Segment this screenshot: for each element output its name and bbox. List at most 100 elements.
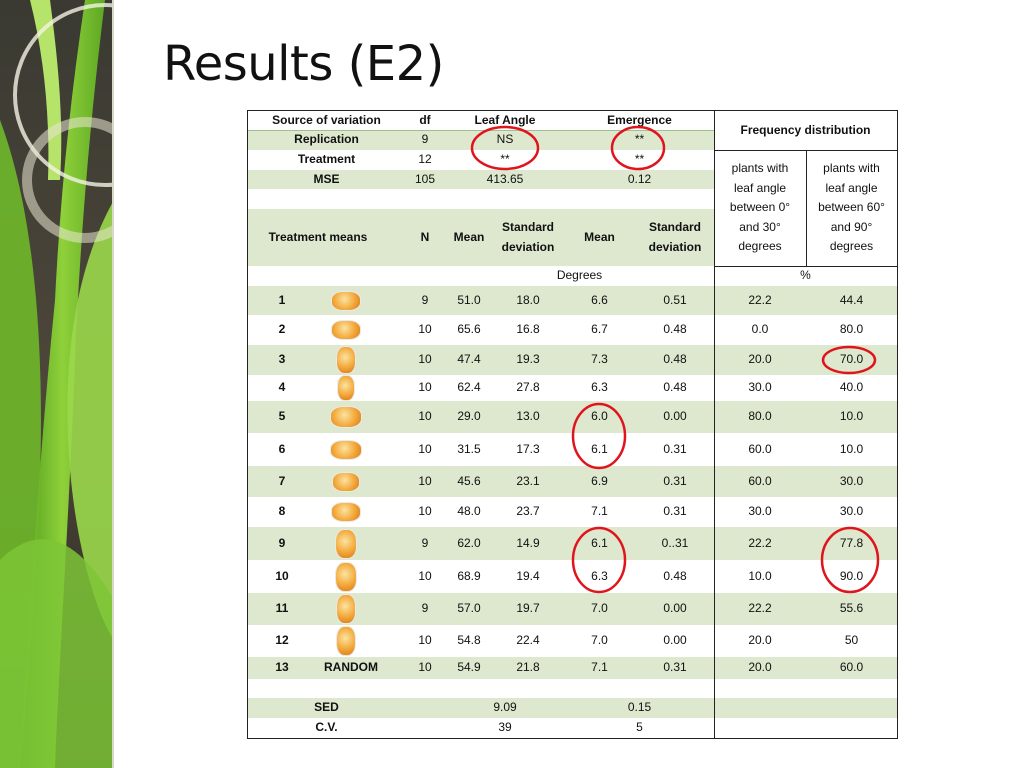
treatment-value: 14.9 (516, 535, 540, 550)
treatment-value: 31.5 (457, 441, 481, 456)
treatment-value: 10.0 (748, 568, 772, 583)
treatment-value: 0.48 (663, 322, 687, 337)
anova-value: 0.12 (627, 171, 652, 186)
treatment-id: 6 (278, 441, 286, 456)
anova-value: 12 (418, 152, 432, 167)
treatment-value: 57.0 (457, 601, 481, 616)
treatment-value: 65.6 (457, 322, 481, 337)
treatment-value: 60.0 (748, 441, 772, 456)
treatment-value: 29.0 (457, 409, 481, 424)
treatment-value: 48.0 (457, 504, 481, 519)
means-header: N (420, 229, 430, 244)
treatment-value: 0.00 (663, 633, 687, 648)
plant-decoration (0, 0, 114, 768)
kernel-image (332, 321, 360, 339)
anova-source: MSE (313, 171, 340, 186)
treatment-id: 1 (278, 292, 286, 307)
treatment-value: 44.4 (839, 292, 864, 307)
treatment-value: 13.0 (516, 409, 540, 424)
treatment-value: 0.31 (663, 473, 687, 488)
anova-value: ** (634, 132, 645, 147)
treatment-value: 68.9 (457, 568, 481, 583)
treatment-value: 21.8 (516, 660, 540, 675)
treatment-value: 27.8 (516, 380, 540, 395)
anova-header: Source of variation (272, 112, 381, 127)
treatment-value: 0.31 (663, 504, 687, 519)
treatment-value: 9 (421, 601, 429, 616)
treatment-value: 22.2 (748, 601, 772, 616)
treatment-value: 10 (418, 660, 432, 675)
treatment-value: 0.51 (663, 292, 687, 307)
treatment-value: 60.0 (748, 473, 772, 488)
treatment-value: 6.3 (591, 568, 608, 583)
means-header: Mean (584, 229, 615, 244)
treatment-value: 54.9 (457, 660, 481, 675)
treatment-value: 62.0 (457, 535, 481, 550)
frequency-header: Frequency distribution (740, 122, 871, 137)
summary-value: 5 (636, 720, 643, 735)
slide-title: Results (E2) (163, 36, 444, 92)
treatment-value: 0.00 (663, 409, 687, 424)
kernel-image (332, 503, 360, 521)
treatment-value: 10 (418, 352, 432, 367)
kernel-image (336, 529, 356, 558)
treatment-value: 10 (418, 409, 432, 424)
treatment-value: 7.3 (591, 352, 608, 367)
frequency-column-header: plants with leaf angle between 60° and 9… (818, 161, 885, 254)
row-shade (248, 345, 897, 375)
treatment-value: 90.0 (839, 568, 864, 583)
treatment-value: 80.0 (839, 322, 864, 337)
table-rule (714, 150, 897, 151)
treatment-value: 19.4 (516, 568, 540, 583)
treatment-value: 45.6 (457, 473, 481, 488)
treatment-value: 22.2 (748, 535, 772, 550)
kernel-image (331, 440, 361, 459)
treatment-value: 20.0 (748, 633, 772, 648)
summary-value: 0.15 (627, 700, 652, 715)
treatment-value: 23.7 (516, 504, 540, 519)
treatment-value: 51.0 (457, 292, 481, 307)
anova-value: 105 (414, 171, 436, 186)
treatment-value: 30.0 (748, 504, 772, 519)
anova-value: 9 (421, 132, 429, 147)
treatment-id: 5 (278, 409, 286, 424)
treatment-value: 10 (418, 633, 432, 648)
table-rule (897, 110, 898, 739)
treatment-id: 13 (275, 660, 289, 675)
treatment-value: 0.0 (751, 322, 769, 337)
treatment-value: 20.0 (748, 352, 772, 367)
treatment-value: 80.0 (748, 409, 772, 424)
treatment-value: 10 (418, 441, 432, 456)
treatment-value: 0.48 (663, 380, 687, 395)
treatment-value: 0.48 (663, 568, 687, 583)
treatment-value: 6.7 (591, 322, 608, 337)
table-rule (248, 110, 897, 111)
treatment-id: 7 (278, 473, 286, 488)
kernel-image (338, 376, 354, 400)
treatment-value: 0.00 (663, 601, 687, 616)
anova-value: NS (496, 132, 514, 147)
table-rule (806, 150, 807, 266)
row-shade (248, 657, 897, 679)
treatment-id: 9 (278, 535, 286, 550)
treatment-value: 40.0 (839, 380, 864, 395)
summary-label: C.V. (315, 720, 338, 735)
row-shade (248, 593, 897, 625)
treatment-value: 0.31 (663, 660, 687, 675)
treatment-value: 7.1 (591, 660, 608, 675)
treatment-value: 10.0 (839, 441, 864, 456)
treatment-value: 47.4 (457, 352, 481, 367)
treatment-value: 10 (418, 473, 432, 488)
anova-header: df (419, 112, 431, 127)
table-rule (714, 266, 897, 267)
treatment-value: 6.1 (591, 535, 608, 550)
treatment-id: 3 (278, 352, 286, 367)
treatment-value: 62.4 (457, 380, 481, 395)
treatment-value: 0.48 (663, 352, 687, 367)
table-rule (248, 130, 714, 131)
treatment-value: 9 (421, 535, 429, 550)
kernel-image (333, 472, 359, 491)
kernel-image (336, 562, 356, 591)
